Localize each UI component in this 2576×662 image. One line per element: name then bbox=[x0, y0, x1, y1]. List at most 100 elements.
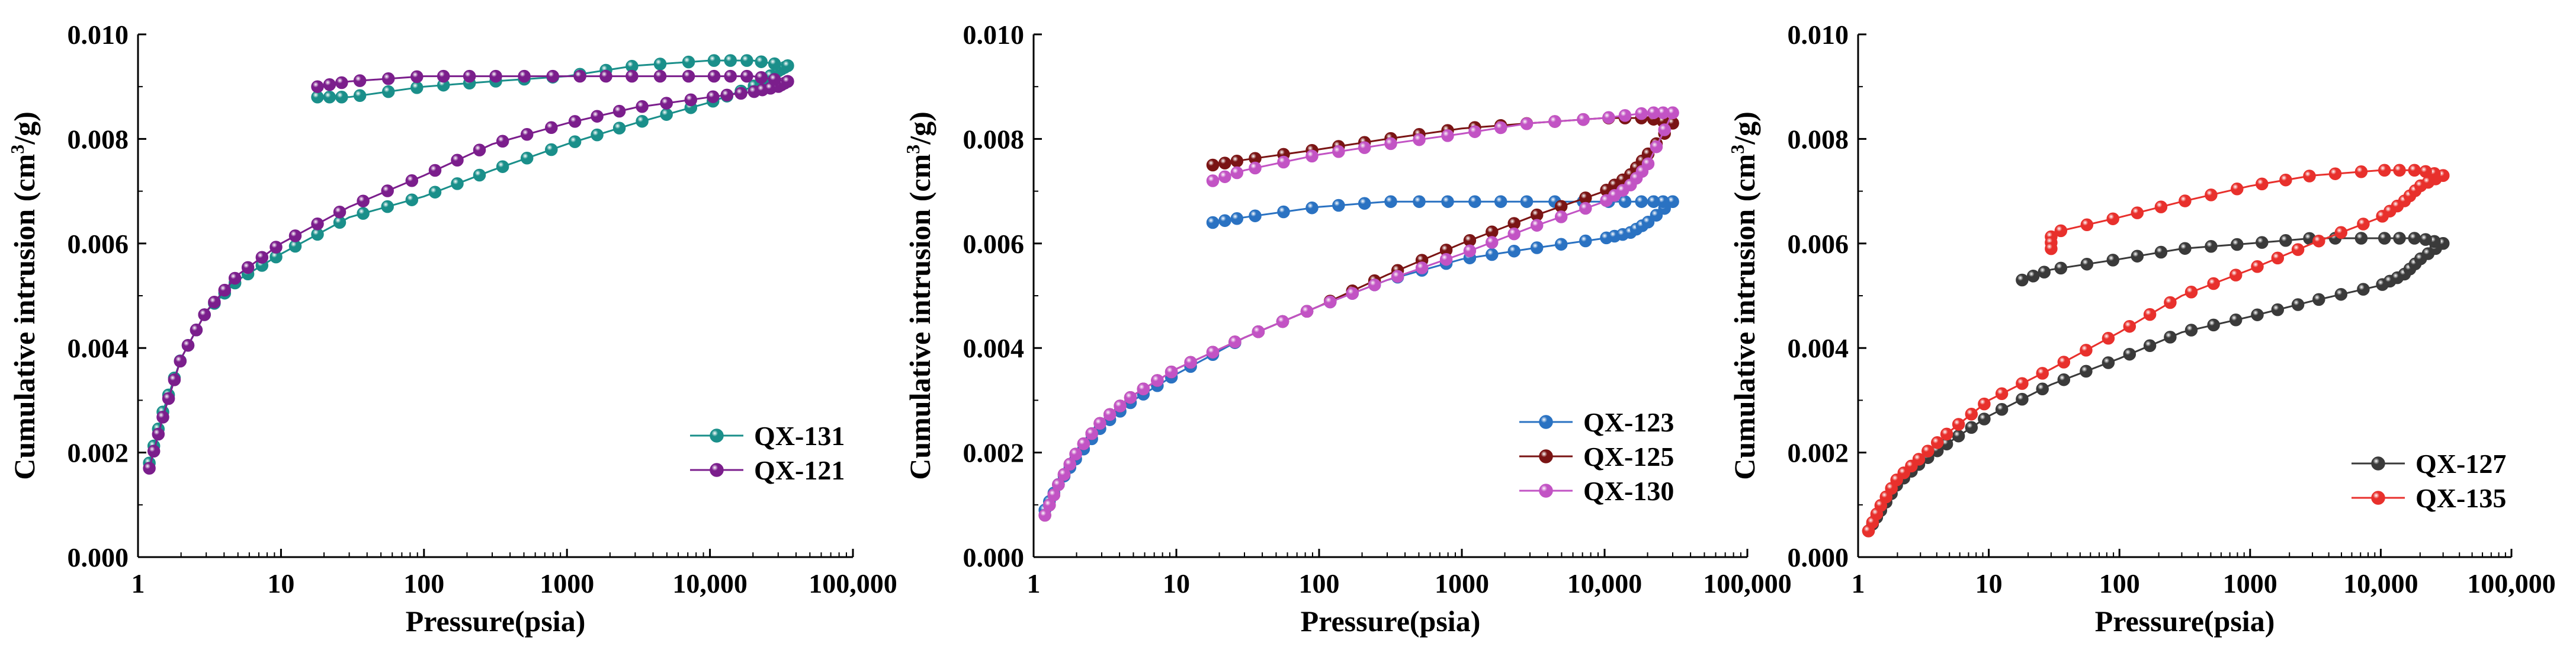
data-point bbox=[625, 69, 639, 83]
chart-panel-3: 1 10 100 1000 10,000 100,000 0.000 0.002 0.004 0.… bbox=[1727, 20, 2556, 638]
data-point bbox=[591, 128, 604, 142]
data-point bbox=[1520, 117, 1534, 130]
y-tick-label: 0.000 bbox=[1788, 542, 1849, 573]
data-point bbox=[612, 104, 626, 118]
data-point bbox=[1530, 241, 1544, 254]
y-tick-label: 0.000 bbox=[963, 542, 1025, 573]
data-point bbox=[740, 54, 753, 67]
data-point bbox=[2378, 232, 2391, 245]
data-point bbox=[1052, 478, 1065, 491]
chart-panel-1: 1 10 100 1000 10,000 100,000 0.000 0.002 0.004 0.… bbox=[7, 20, 897, 638]
data-point bbox=[682, 55, 695, 69]
x-tick-label: 100,000 bbox=[2467, 568, 2556, 599]
data-point bbox=[2102, 332, 2115, 345]
data-point bbox=[1384, 137, 1397, 151]
data-point bbox=[2038, 266, 2051, 279]
data-point bbox=[684, 93, 698, 107]
data-point bbox=[451, 153, 464, 167]
data-point bbox=[1218, 170, 1231, 183]
data-point bbox=[1249, 161, 1262, 175]
legend: QX-131 QX-121 bbox=[690, 421, 845, 485]
data-point bbox=[208, 295, 221, 309]
data-point bbox=[2179, 242, 2192, 255]
data-point bbox=[740, 69, 753, 83]
data-point bbox=[2291, 243, 2305, 256]
legend-label: QX-135 bbox=[2415, 483, 2506, 513]
data-point bbox=[1921, 444, 1935, 458]
x-axis-title: Pressure(psia) bbox=[2095, 605, 2275, 638]
data-point bbox=[755, 55, 768, 68]
data-point bbox=[1579, 202, 1592, 215]
data-point bbox=[2256, 177, 2269, 191]
y-tick-label: 0.002 bbox=[68, 438, 129, 468]
y-tick-label: 0.002 bbox=[1788, 438, 1849, 468]
data-point bbox=[781, 75, 794, 88]
series-QX-135 bbox=[1862, 164, 2450, 538]
data-point bbox=[2131, 250, 2144, 263]
data-point bbox=[181, 338, 195, 352]
series-line-extrusion bbox=[1212, 200, 1673, 223]
series-QX-127 bbox=[1862, 232, 2450, 538]
data-point bbox=[1468, 125, 1481, 138]
data-point bbox=[1441, 129, 1454, 142]
series-line-extrusion bbox=[1212, 117, 1673, 166]
data-point bbox=[1114, 399, 1127, 412]
data-point bbox=[1391, 270, 1404, 283]
data-point bbox=[410, 70, 424, 84]
data-point bbox=[1277, 205, 1290, 219]
data-point bbox=[1463, 244, 1477, 258]
data-point bbox=[2036, 367, 2049, 380]
data-point bbox=[323, 78, 336, 91]
x-tick-label: 10 bbox=[267, 568, 294, 599]
data-point bbox=[1384, 195, 1397, 208]
data-point bbox=[707, 69, 721, 83]
legend-label: QX-130 bbox=[1583, 476, 1674, 506]
data-point bbox=[1978, 397, 1991, 411]
data-point bbox=[2123, 347, 2136, 361]
data-point bbox=[2054, 261, 2068, 275]
data-point bbox=[1218, 214, 1231, 227]
data-point bbox=[1940, 427, 1953, 441]
data-point bbox=[2080, 364, 2093, 378]
data-point bbox=[335, 91, 348, 104]
series-line-intrusion bbox=[1868, 174, 2444, 532]
data-point bbox=[147, 444, 161, 458]
series-QX-123 bbox=[1038, 195, 1679, 517]
x-tick-label: 100 bbox=[403, 568, 444, 599]
data-point bbox=[357, 207, 370, 220]
data-point bbox=[1995, 387, 2009, 401]
legend-marker bbox=[1539, 449, 1553, 463]
data-point bbox=[1530, 219, 1544, 232]
data-point bbox=[1912, 453, 1926, 466]
data-point bbox=[1554, 238, 1568, 251]
legend: QX-127 QX-135 bbox=[2352, 449, 2506, 513]
data-point bbox=[2184, 324, 2198, 337]
data-point bbox=[707, 54, 721, 67]
data-point bbox=[2393, 164, 2406, 177]
series-line-intrusion bbox=[1868, 242, 2444, 532]
data-point bbox=[1252, 325, 1265, 338]
data-point bbox=[545, 143, 558, 156]
data-point bbox=[2229, 314, 2243, 327]
data-point bbox=[720, 88, 734, 102]
x-tick-label: 1000 bbox=[2223, 568, 2277, 599]
data-point bbox=[2312, 293, 2325, 306]
x-tick-label: 1000 bbox=[540, 568, 594, 599]
data-point bbox=[463, 69, 476, 83]
series-line-extrusion bbox=[2022, 237, 2444, 281]
data-point bbox=[198, 308, 211, 321]
data-point bbox=[2154, 200, 2168, 213]
data-point bbox=[2184, 286, 2198, 299]
data-point bbox=[2419, 165, 2432, 178]
data-point bbox=[2164, 331, 2177, 344]
x-tick-label: 1 bbox=[1852, 568, 1865, 599]
data-point bbox=[255, 251, 269, 264]
data-point bbox=[2328, 167, 2342, 180]
data-point bbox=[333, 205, 347, 219]
data-point bbox=[1965, 421, 1978, 434]
data-point bbox=[496, 160, 509, 173]
data-point bbox=[2229, 268, 2243, 282]
data-point bbox=[520, 128, 534, 141]
data-point bbox=[288, 229, 302, 242]
data-point bbox=[1206, 158, 1220, 172]
